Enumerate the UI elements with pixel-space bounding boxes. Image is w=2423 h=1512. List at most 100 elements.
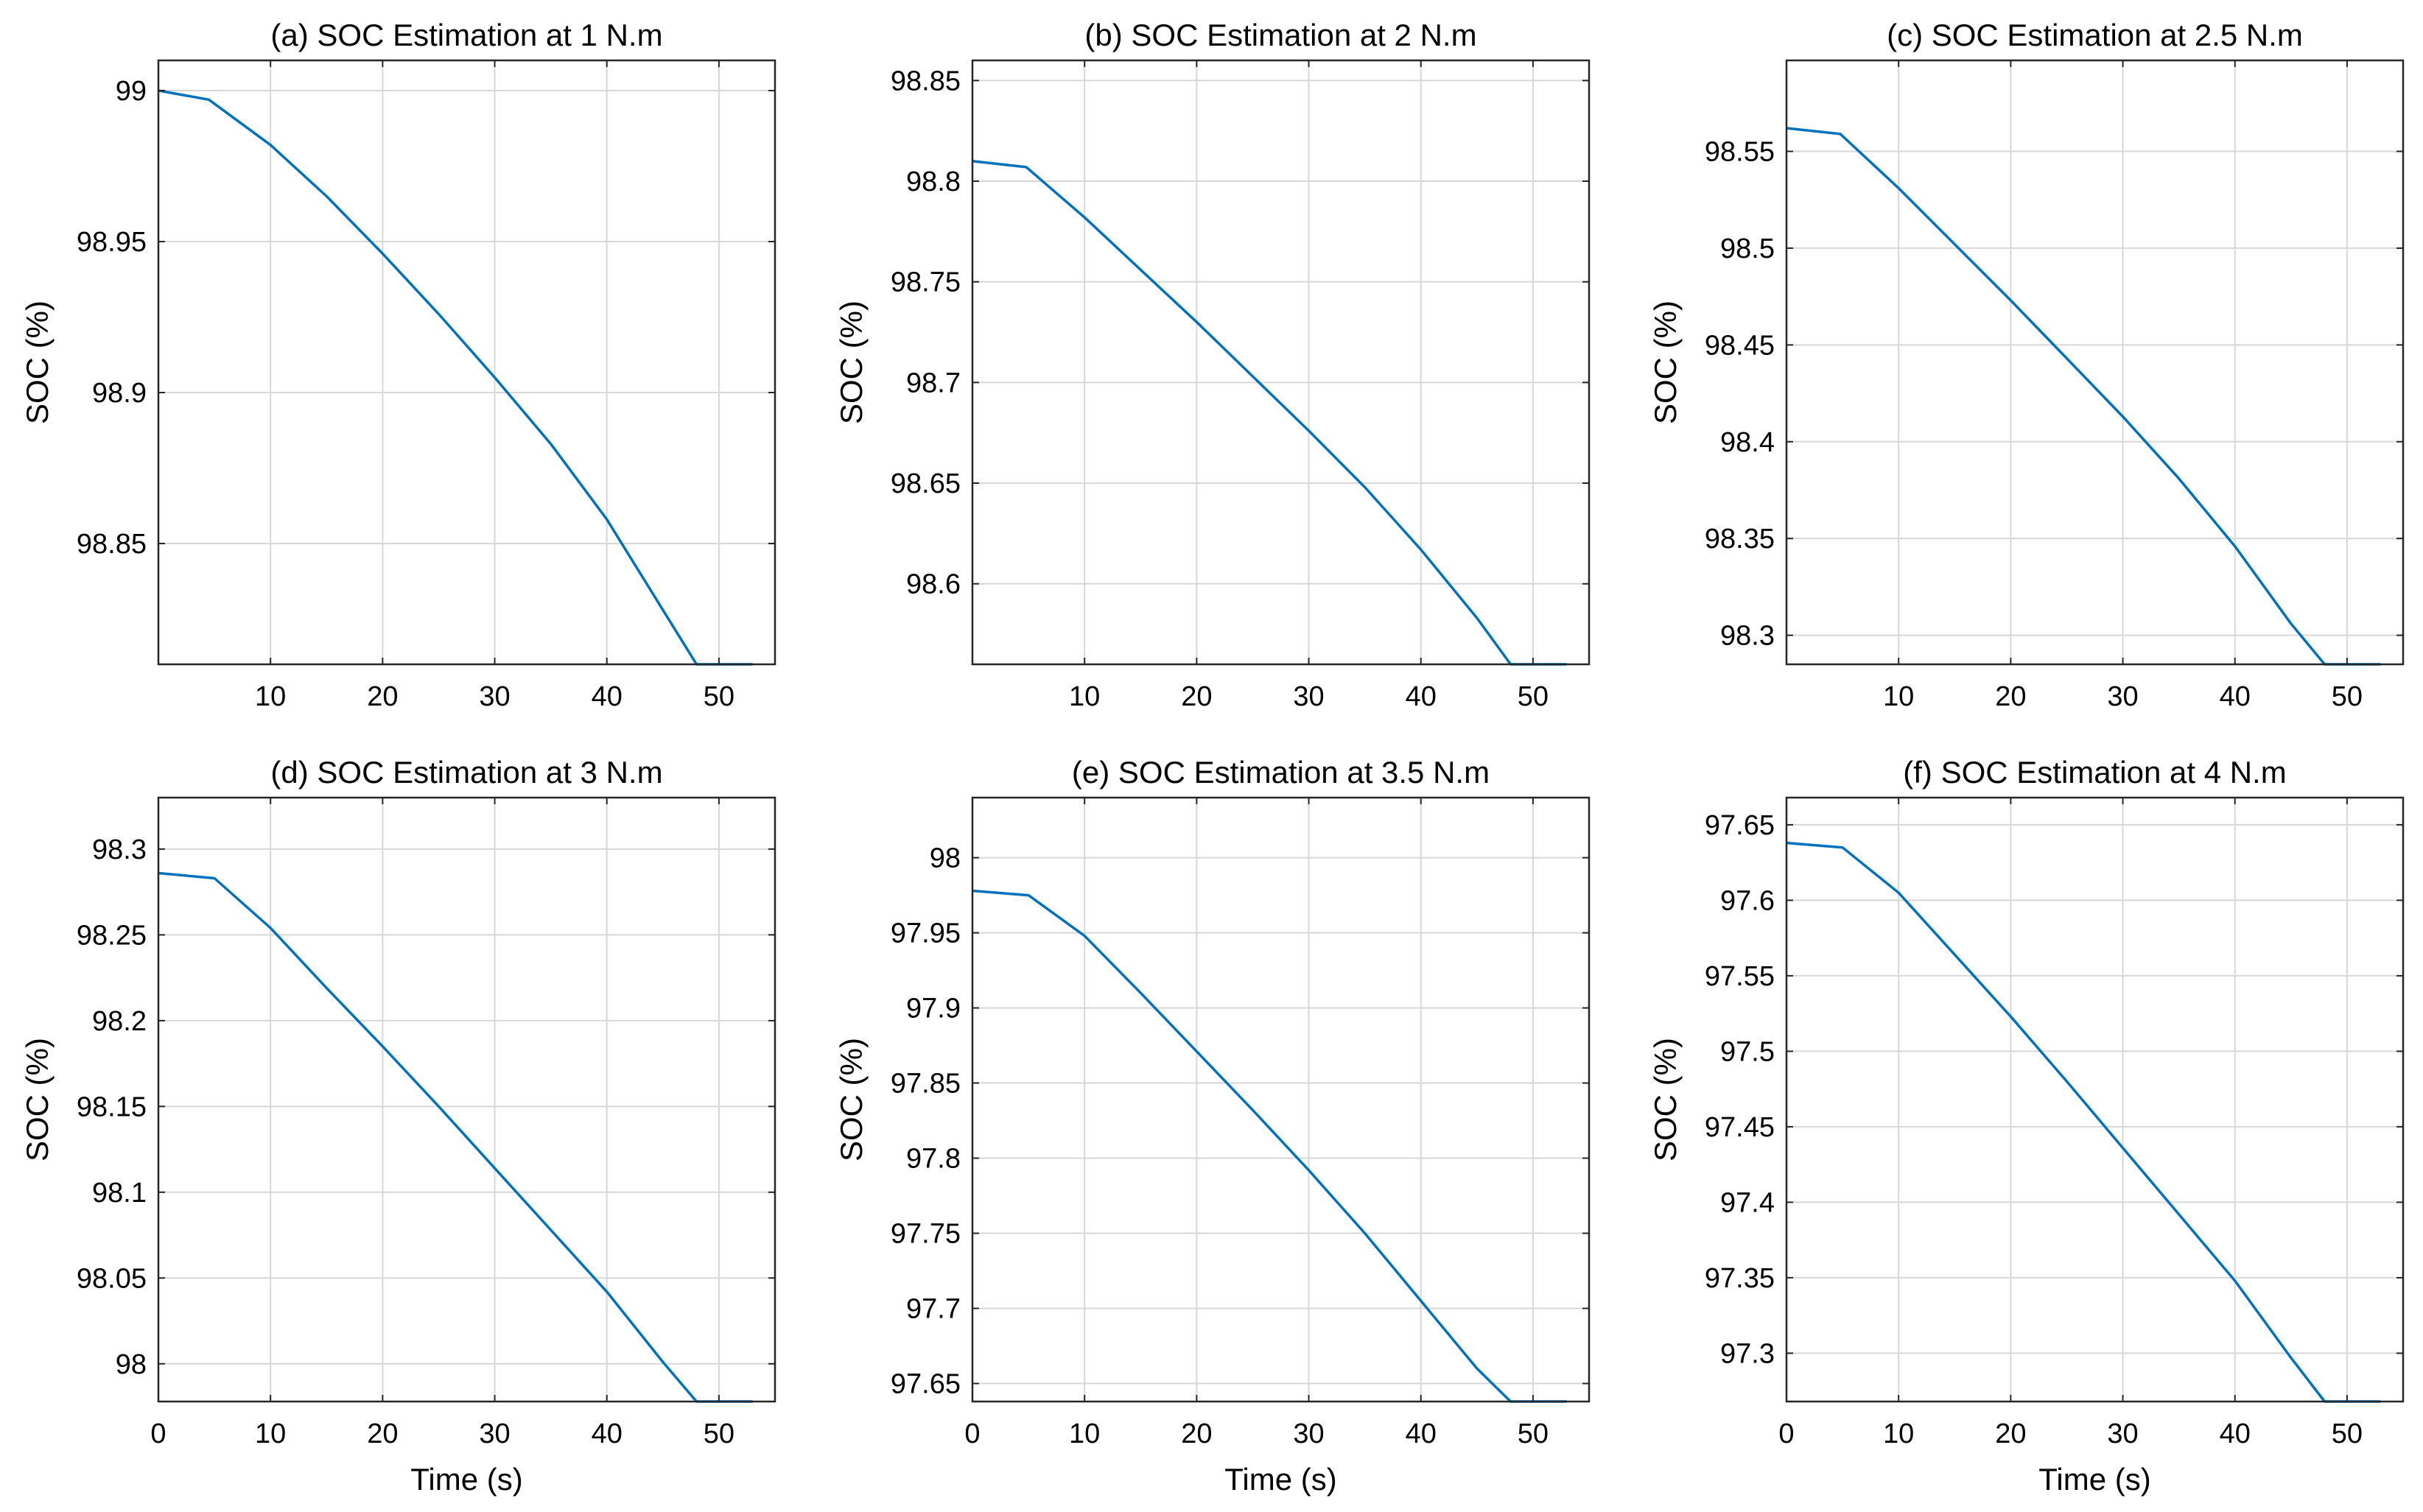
series-line-soc bbox=[1786, 841, 2381, 1403]
x-tick-label: 30 bbox=[479, 681, 510, 712]
x-tick-label: 40 bbox=[1406, 1418, 1437, 1449]
x-tick-label: 0 bbox=[150, 1418, 166, 1449]
y-tick-label: 97.65 bbox=[1705, 810, 1775, 841]
y-tick-label: 97.7 bbox=[906, 1294, 961, 1325]
y-tick-label: 97.35 bbox=[1705, 1263, 1775, 1294]
subplot-4: 0 10 20 30 40 50 98 98.05 98.1 98.15 98.2 98.25 98.3… bbox=[20, 755, 776, 1497]
y-tick-label: 98.95 bbox=[77, 227, 147, 258]
y-tick-label: 98.45 bbox=[1705, 330, 1775, 361]
x-tick-label: 20 bbox=[1181, 681, 1212, 712]
y-tick-label: 97.75 bbox=[891, 1219, 961, 1250]
x-tick-label: 0 bbox=[1778, 1418, 1794, 1449]
y-tick-label: 97.95 bbox=[891, 918, 961, 949]
y-tick-label: 98.4 bbox=[1720, 427, 1775, 458]
x-tick-label: 50 bbox=[2332, 1418, 2363, 1449]
x-axis-label: Time (s) bbox=[410, 1462, 522, 1497]
series-line-soc bbox=[158, 871, 753, 1403]
x-axis-label: Time (s) bbox=[2038, 1462, 2150, 1497]
y-tick-label: 98.8 bbox=[906, 166, 961, 197]
x-tick-label: 30 bbox=[2107, 681, 2138, 712]
x-tick-label: 30 bbox=[1293, 681, 1324, 712]
subplot-2: 10 20 30 40 50 98.6 98.65 98.7 98.75 98.8 98.85 (b)… bbox=[834, 18, 1591, 712]
x-tick-label: 20 bbox=[1181, 1418, 1212, 1449]
plot-area bbox=[1786, 60, 2403, 664]
x-tick-label: 50 bbox=[704, 681, 734, 712]
y-tick-label: 97.55 bbox=[1705, 961, 1775, 992]
x-tick-label: 10 bbox=[1069, 1418, 1100, 1449]
axes-frame bbox=[1785, 59, 2405, 666]
x-axis-label: Time (s) bbox=[1224, 1462, 1336, 1497]
x-tick-label: 40 bbox=[1406, 681, 1437, 712]
x-tick-label: 50 bbox=[704, 1418, 734, 1449]
axes-frame bbox=[157, 796, 776, 1403]
y-tick-label: 98.15 bbox=[77, 1091, 147, 1122]
chart-title: (a) SOC Estimation at 1 N.m bbox=[270, 18, 662, 52]
y-axis-label: SOC (%) bbox=[1648, 1038, 1683, 1161]
y-axis-label: SOC (%) bbox=[834, 1038, 869, 1161]
y-tick-label: 98 bbox=[116, 1349, 147, 1380]
axes-frame bbox=[157, 59, 776, 666]
x-tick-label: 10 bbox=[255, 1418, 286, 1449]
y-tick-label: 98.05 bbox=[77, 1263, 147, 1294]
series-line-soc bbox=[972, 889, 1567, 1403]
x-tick-label: 40 bbox=[592, 681, 623, 712]
y-tick-label: 97.9 bbox=[906, 994, 961, 1024]
y-tick-label: 97.4 bbox=[1720, 1187, 1775, 1218]
y-tick-label: 98.85 bbox=[891, 66, 961, 96]
chart-title: (e) SOC Estimation at 3.5 N.m bbox=[1072, 755, 1490, 790]
x-tick-label: 40 bbox=[2220, 1418, 2251, 1449]
chart-title: (f) SOC Estimation at 4 N.m bbox=[1903, 755, 2286, 790]
y-tick-label: 98.9 bbox=[92, 378, 147, 409]
y-tick-label: 98.7 bbox=[906, 368, 961, 398]
x-tick-label: 20 bbox=[1995, 681, 2026, 712]
plot-area bbox=[972, 60, 1589, 664]
y-tick-label: 97.5 bbox=[1720, 1036, 1775, 1067]
y-tick-label: 98.2 bbox=[92, 1006, 147, 1037]
x-tick-label: 40 bbox=[2220, 681, 2251, 712]
plot-area bbox=[972, 798, 1589, 1402]
x-tick-label: 10 bbox=[1069, 681, 1100, 712]
x-tick-label: 50 bbox=[1518, 1418, 1549, 1449]
x-tick-label: 0 bbox=[964, 1418, 980, 1449]
y-axis-label: SOC (%) bbox=[20, 300, 55, 424]
y-axis-label: SOC (%) bbox=[834, 300, 869, 424]
subplot-6: 0 10 20 30 40 50 97.3 97.35 97.4 97.45 97.5 97.55 97… bbox=[1648, 755, 2405, 1497]
y-tick-label: 97.65 bbox=[891, 1369, 961, 1400]
x-tick-label: 20 bbox=[367, 1418, 398, 1449]
x-tick-label: 30 bbox=[479, 1418, 510, 1449]
y-tick-label: 98.3 bbox=[92, 834, 147, 865]
axes-frame bbox=[971, 59, 1591, 666]
y-tick-label: 98.3 bbox=[1720, 621, 1775, 652]
x-tick-label: 10 bbox=[1883, 1418, 1914, 1449]
y-tick-label: 98.35 bbox=[1705, 524, 1775, 555]
y-tick-label: 98.6 bbox=[906, 569, 961, 600]
series-line-soc bbox=[158, 89, 753, 666]
y-tick-label: 98.75 bbox=[891, 267, 961, 298]
subplot-1: 10 20 30 40 50 98.85 98.9 98.95 99 (a) SOC Estima… bbox=[20, 18, 776, 712]
x-tick-label: 30 bbox=[1293, 1418, 1324, 1449]
y-tick-label: 97.3 bbox=[1720, 1338, 1775, 1369]
x-tick-label: 50 bbox=[1518, 681, 1549, 712]
series-line-soc bbox=[972, 159, 1567, 666]
y-tick-label: 98.85 bbox=[77, 529, 147, 560]
y-tick-label: 98 bbox=[930, 843, 961, 874]
x-tick-label: 10 bbox=[1883, 681, 1914, 712]
x-tick-label: 30 bbox=[2107, 1418, 2138, 1449]
chart-title: (c) SOC Estimation at 2.5 N.m bbox=[1887, 18, 2303, 52]
x-tick-label: 10 bbox=[255, 681, 286, 712]
plot-area bbox=[158, 798, 775, 1402]
y-tick-label: 99 bbox=[116, 76, 147, 107]
plot-area bbox=[1786, 798, 2403, 1402]
x-tick-label: 20 bbox=[367, 681, 398, 712]
axes-frame bbox=[971, 796, 1591, 1403]
x-tick-label: 20 bbox=[1995, 1418, 2026, 1449]
y-axis-label: SOC (%) bbox=[20, 1038, 55, 1161]
y-tick-label: 98.55 bbox=[1705, 137, 1775, 168]
series-line-soc bbox=[1786, 127, 2381, 666]
y-tick-label: 98.25 bbox=[77, 920, 147, 951]
y-tick-label: 97.85 bbox=[891, 1069, 961, 1100]
y-tick-label: 98.65 bbox=[891, 468, 961, 499]
subplot-3: 10 20 30 40 50 98.3 98.35 98.4 98.45 98.5 98.55 (c)… bbox=[1648, 18, 2405, 712]
plot-area bbox=[158, 60, 775, 664]
